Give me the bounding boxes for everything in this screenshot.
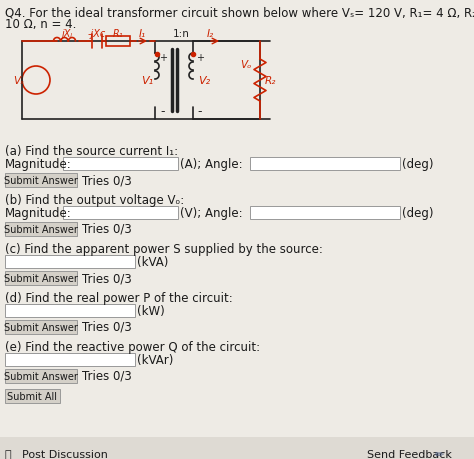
Text: V₂: V₂ — [198, 76, 210, 86]
Text: Send Feedback: Send Feedback — [367, 449, 452, 459]
Text: Submit Answer: Submit Answer — [4, 224, 78, 235]
Text: (a) Find the source current I₁:: (a) Find the source current I₁: — [5, 145, 178, 157]
Text: Vₒ: Vₒ — [240, 60, 252, 70]
Text: Tries 0/3: Tries 0/3 — [82, 174, 132, 187]
Text: Submit Answer: Submit Answer — [4, 274, 78, 283]
Text: 1:n: 1:n — [173, 29, 190, 39]
Text: (deg): (deg) — [402, 207, 434, 219]
Text: Tries 0/3: Tries 0/3 — [82, 223, 132, 235]
Bar — [250, 157, 400, 171]
Text: Q4. For the ideal transformer circuit shown below where Vₛ= 120 V, R₁= 4 Ω, R₂= : Q4. For the ideal transformer circuit sh… — [5, 6, 474, 19]
Bar — [63, 207, 178, 219]
Text: -: - — [161, 105, 165, 118]
Text: (deg): (deg) — [402, 157, 434, 171]
Text: I₁: I₁ — [138, 29, 146, 39]
Text: R₂: R₂ — [264, 76, 276, 86]
Text: (kVA): (kVA) — [137, 256, 168, 269]
Text: Submit Answer: Submit Answer — [4, 371, 78, 381]
Text: (A); Angle:: (A); Angle: — [180, 157, 243, 171]
Bar — [5, 389, 60, 403]
Bar — [5, 369, 77, 383]
Text: -jXᴄ: -jXᴄ — [88, 29, 106, 39]
Text: (d) Find the real power P of the circuit:: (d) Find the real power P of the circuit… — [5, 291, 233, 304]
Text: Magnitude:: Magnitude: — [5, 157, 72, 171]
Text: Tries 0/3: Tries 0/3 — [82, 271, 132, 285]
Text: Tries 0/3: Tries 0/3 — [82, 369, 132, 382]
Text: Submit Answer: Submit Answer — [4, 322, 78, 332]
Text: ✏: ✏ — [435, 449, 444, 459]
Text: Tries 0/3: Tries 0/3 — [82, 320, 132, 333]
Text: Submit Answer: Submit Answer — [4, 176, 78, 185]
Text: (V); Angle:: (V); Angle: — [180, 207, 243, 219]
Text: +: + — [159, 53, 167, 63]
Text: I₂: I₂ — [207, 29, 214, 39]
Bar — [5, 320, 77, 334]
Text: Submit All: Submit All — [8, 391, 57, 401]
Text: (b) Find the output voltage Vₒ:: (b) Find the output voltage Vₒ: — [5, 194, 184, 207]
Text: V₁: V₁ — [141, 76, 153, 86]
Bar — [5, 174, 77, 188]
Text: Post Discussion: Post Discussion — [22, 449, 108, 459]
Text: (c) Find the apparent power S supplied by the source:: (c) Find the apparent power S supplied b… — [5, 242, 323, 256]
Bar — [0, 437, 474, 459]
Text: +: + — [196, 53, 204, 63]
Text: (kW): (kW) — [137, 304, 165, 317]
Text: Vₛ: Vₛ — [13, 76, 25, 86]
Bar — [5, 353, 135, 366]
Bar — [106, 37, 130, 47]
Bar — [5, 223, 77, 236]
Text: (e) Find the reactive power Q of the circuit:: (e) Find the reactive power Q of the cir… — [5, 340, 260, 353]
Text: (kVAr): (kVAr) — [137, 353, 173, 366]
Bar — [5, 271, 77, 285]
Text: 10 Ω, n = 4.: 10 Ω, n = 4. — [5, 18, 76, 31]
Text: ⎙: ⎙ — [5, 449, 12, 459]
Bar — [250, 207, 400, 219]
Text: jXₗ: jXₗ — [62, 29, 73, 39]
Bar — [5, 256, 135, 269]
Text: -: - — [198, 105, 202, 118]
Bar — [63, 157, 178, 171]
Text: Magnitude:: Magnitude: — [5, 207, 72, 219]
Bar — [5, 304, 135, 317]
Text: R₁: R₁ — [113, 29, 123, 39]
